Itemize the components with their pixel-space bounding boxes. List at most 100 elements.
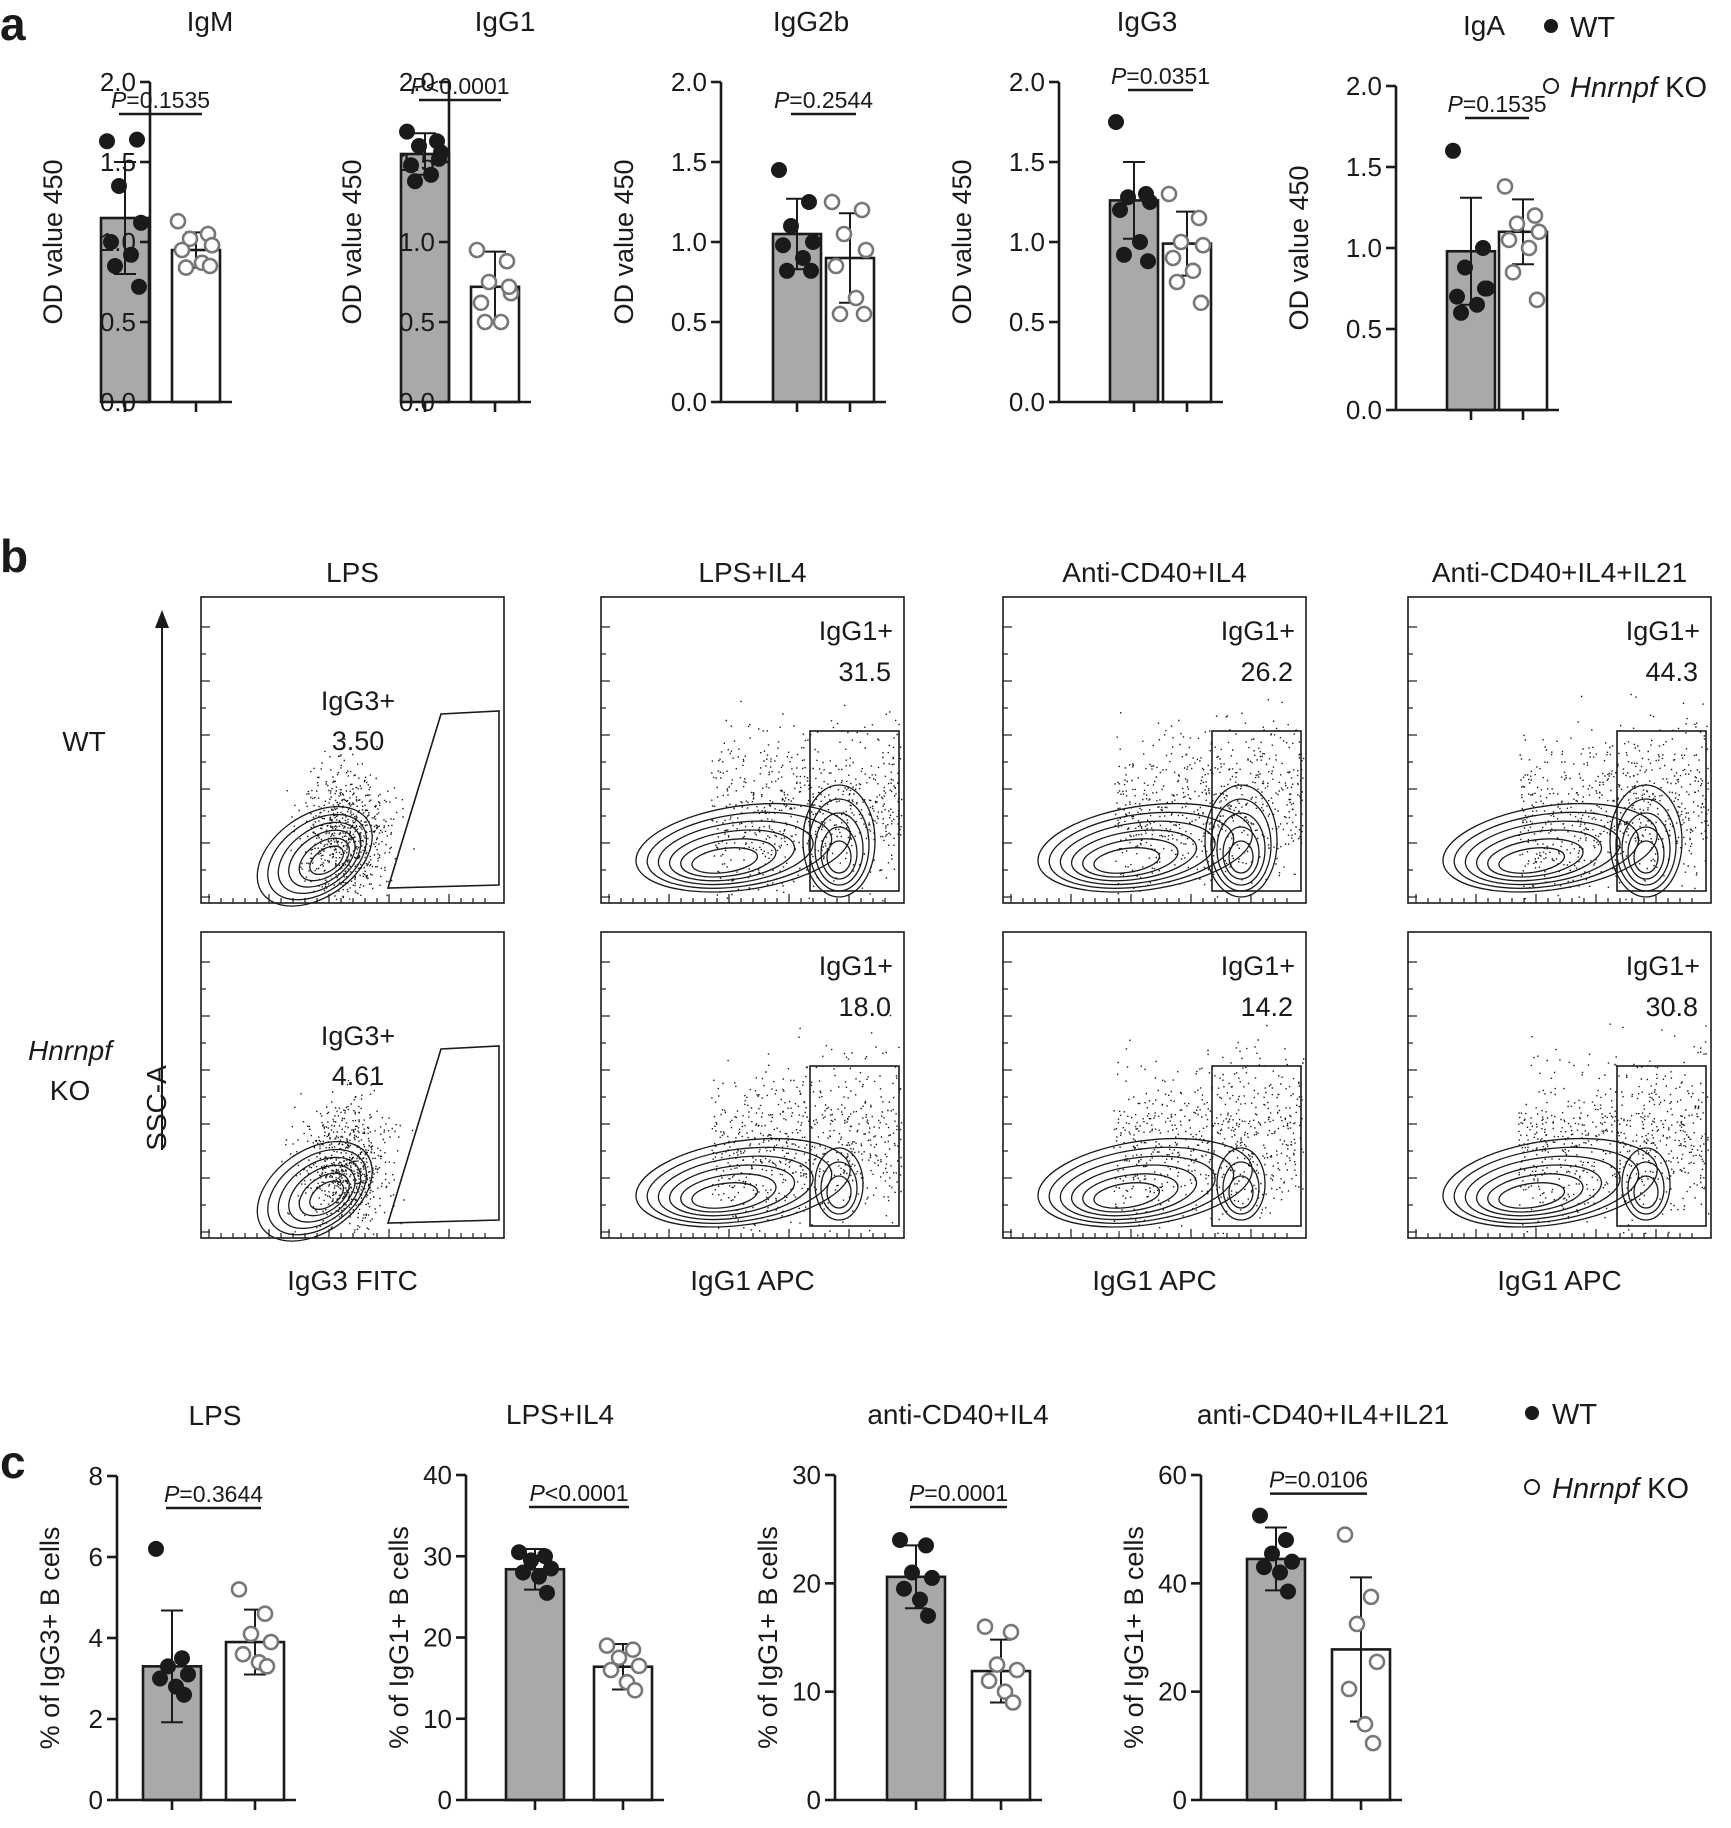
chart-title: IgG2b <box>773 6 849 37</box>
flow-contour-line <box>657 1155 814 1221</box>
data-point-ko <box>630 1657 648 1675</box>
data-point-wt <box>771 162 787 178</box>
bar-chart-1: IgM 0.0 0.5 1.0 1.5 2.0 OD value 450 P=0.1535 <box>38 6 233 417</box>
y-tick-label: 0.5 <box>671 307 707 337</box>
flow-contour-line <box>1453 1146 1640 1224</box>
legend-c-wt-marker <box>1525 1406 1539 1420</box>
flow-contour-line <box>256 805 373 907</box>
flow-contour-line <box>1621 812 1671 886</box>
legend-a-ko-gene: Hnrnpf <box>1570 72 1660 104</box>
data-point-ko <box>468 241 486 259</box>
flow-gate-value: 30.8 <box>1645 992 1698 1022</box>
flow-gate-label: IgG1+ <box>819 616 893 646</box>
flow-contour-line <box>646 1146 833 1224</box>
y-tick-label: 1.0 <box>399 227 435 257</box>
flow-contour-line <box>277 821 362 895</box>
data-point-wt <box>1284 1553 1300 1570</box>
data-point-ko <box>1500 231 1518 249</box>
flow-gate-value: 26.2 <box>1240 657 1293 687</box>
data-point-ko <box>1184 262 1202 280</box>
legend-a-wt-label: WT <box>1570 12 1615 44</box>
data-point-ko <box>602 1661 620 1679</box>
flow-plot-wt: IgG1+ 26.2 <box>1002 596 1307 904</box>
flow-gate-value: 31.5 <box>838 657 891 687</box>
data-point-wt <box>523 1552 539 1569</box>
data-point-wt <box>801 194 817 210</box>
data-point-ko <box>1164 249 1182 267</box>
data-point-wt <box>805 234 821 250</box>
data-point-ko <box>242 1625 260 1643</box>
y-tick-label: 0.5 <box>1009 307 1045 337</box>
data-point-ko <box>626 1682 644 1699</box>
flow-contour-line <box>1204 784 1278 898</box>
flow-contour-line <box>267 1148 368 1236</box>
chart-title: LPS+IL4 <box>506 1399 614 1430</box>
flow-contour-line <box>802 784 876 898</box>
y-tick-label: 0.5 <box>100 307 136 337</box>
data-point-ko <box>500 278 518 296</box>
data-point-ko <box>1368 1653 1386 1671</box>
flow-x-axis-label: IgG1 APC <box>1092 1265 1217 1296</box>
flow-contour-line <box>1475 829 1603 882</box>
data-point-wt <box>1140 253 1156 270</box>
flow-gate-value: 18.0 <box>838 992 891 1022</box>
data-point-wt <box>918 1537 934 1554</box>
data-point-wt <box>537 1548 553 1565</box>
flow-gate <box>1211 730 1302 892</box>
data-point-ko <box>1504 263 1522 281</box>
y-tick-label: 0 <box>89 1785 103 1815</box>
y-tick-label: 8 <box>89 1461 103 1491</box>
p-value-symbol: P <box>909 1480 925 1506</box>
p-value-text: =0.0351 <box>1126 63 1210 89</box>
y-tick-label: 2.0 <box>399 67 435 97</box>
y-tick-label: 0 <box>1173 1785 1187 1815</box>
data-point-wt <box>904 1564 920 1581</box>
flow-contour-line <box>256 1140 373 1242</box>
flow-contour-line <box>668 829 796 882</box>
y-tick-label: 0.5 <box>399 307 435 337</box>
data-point-ko <box>1194 236 1212 254</box>
flow-contour-line <box>1222 1161 1260 1215</box>
p-value-label: P=0.1535 <box>1447 91 1546 117</box>
flow-scatter-dots <box>286 738 415 901</box>
flow-gate <box>386 1045 500 1224</box>
y-tick-label: 2.0 <box>1346 71 1382 101</box>
flow-plots: LPS IgG3 FITC IgG3+ 3.50 IgG3+ 4.61 LPS+IL4 IgG… <box>200 557 1712 1296</box>
flow-gate <box>809 730 900 892</box>
flow-contour-line <box>298 1172 350 1217</box>
y-tick-label: 1.0 <box>1009 227 1045 257</box>
data-point-wt <box>1264 1545 1280 1562</box>
flow-contour-line <box>1627 1161 1665 1215</box>
flow-contour-line <box>680 1173 777 1213</box>
flow-contour-line <box>1464 1155 1621 1221</box>
flow-contour-line <box>1464 820 1621 886</box>
data-point-ko <box>173 241 191 259</box>
y-axis-label: OD value 450 <box>609 159 639 324</box>
flow-panel: WT Hnrnpf KO SSC-A LPS IgG3 FITC IgG3+ 3.50… <box>28 557 1712 1296</box>
p-value-label: P=0.3644 <box>164 1481 263 1507</box>
flow-column-title: Anti-CD40+IL4+IL21 <box>1432 557 1687 588</box>
flow-gate-value: 14.2 <box>1240 992 1293 1022</box>
data-point-wt <box>403 157 419 174</box>
flow-contour-line <box>309 845 345 876</box>
data-point-ko <box>1004 1694 1022 1711</box>
flow-contours <box>635 784 876 898</box>
p-value-label: P=0.1535 <box>111 87 210 113</box>
panel-letter-c: c <box>0 1436 26 1488</box>
bar-chart-6: LPS 0 2 4 6 8 % of IgG3+ B cells P=0.3644 <box>35 1400 296 1815</box>
data-point-wt <box>411 138 427 154</box>
flow-gate-value: 4.61 <box>332 1061 385 1091</box>
p-value-text: <0.0001 <box>545 1480 629 1506</box>
p-value-symbol: P <box>164 1481 180 1507</box>
flow-gate <box>1211 1065 1302 1227</box>
p-value-label: P<0.0001 <box>529 1480 628 1506</box>
y-tick-label: 1.0 <box>1346 233 1382 263</box>
chart-title: LPS <box>189 1400 242 1431</box>
flow-plot-wt: IgG1+ 31.5 <box>600 596 905 904</box>
flow-gate-value: 44.3 <box>1645 657 1698 687</box>
data-point-wt <box>129 131 145 148</box>
bar-wt <box>504 1567 566 1802</box>
p-value-label: P<0.0001 <box>410 73 509 99</box>
data-point-wt <box>1120 189 1136 206</box>
flow-contours <box>256 805 373 907</box>
